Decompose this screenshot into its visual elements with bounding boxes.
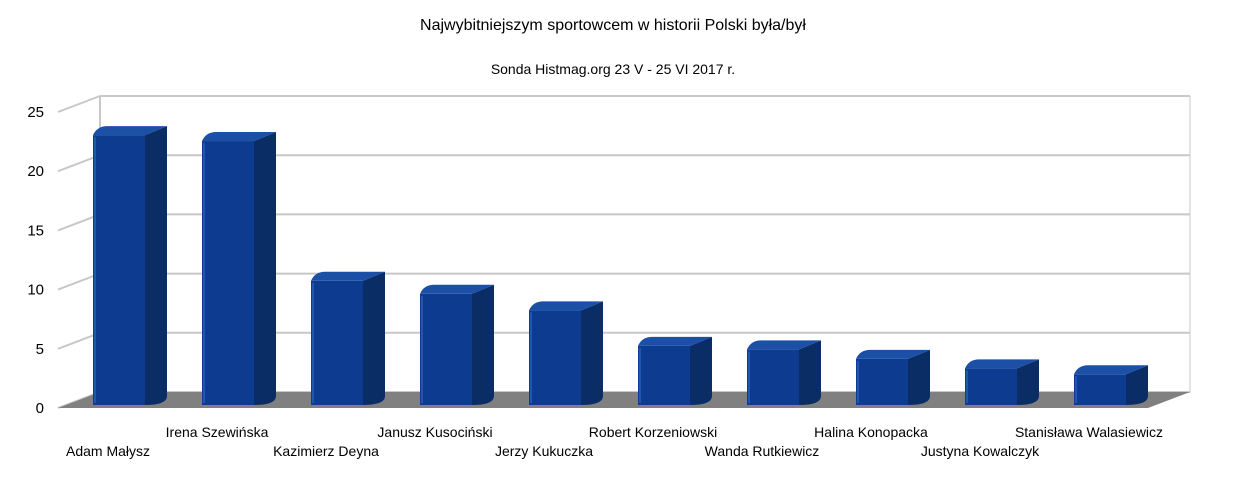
bar [529,301,603,405]
bars-layer [93,126,1148,406]
bar-front [856,358,908,405]
bar-front [965,368,1017,405]
bar [420,284,494,405]
bar-top [747,340,821,350]
y-tick-label: 10 [27,282,44,299]
bar-side [1126,365,1148,405]
bar-top [1074,365,1148,375]
bar-top [311,271,385,281]
x-category-label: Jerzy Kukuczka [495,443,593,459]
bar-side [799,340,821,405]
x-category-label: Adam Małysz [66,443,150,459]
x-category-label: Halina Konopacka [814,424,928,440]
x-category-label: Justyna Kowalczyk [921,443,1040,459]
bar-side [145,126,167,406]
bar-front [93,135,145,406]
bar-front [420,293,472,405]
y-tick-label: 20 [27,163,44,180]
gridline-depth [57,95,101,113]
y-tick-label: 15 [27,222,44,239]
x-category-label: Wanda Rutkiewicz [705,443,820,459]
bar-front [1074,374,1126,405]
bar [311,271,385,405]
bar [965,359,1039,405]
x-category-label: Janusz Kusociński [377,424,492,440]
bar-side [254,132,276,405]
bar-top [529,301,603,311]
x-category-label: Robert Korzeniowski [589,424,717,440]
bar-top [93,126,167,136]
bar-top [965,359,1039,369]
y-tick-label: 0 [36,400,44,417]
bar-front [529,310,581,405]
bar-front [638,345,690,405]
bar [1074,365,1148,405]
chart-subtitle: Sonda Histmag.org 23 V - 25 VI 2017 r. [491,61,735,77]
y-tick-label: 25 [27,104,44,121]
bar-side [908,349,930,405]
y-tick-label: 5 [36,341,44,358]
y-axis-ticks: 0 5 10 15 20 25 [27,104,44,417]
bar-front [747,349,799,405]
bar [638,336,712,405]
chart-title: Najwybitniejszym sportowcem w historii P… [420,17,806,34]
bar-side [1017,359,1039,405]
bar-side [581,301,603,405]
bar-top [638,336,712,346]
x-category-label: Kazimierz Deyna [273,443,379,459]
bar-front [311,280,363,405]
bar-side [363,271,385,405]
bar-top [856,349,930,359]
x-category-label: Stanisława Walasiewicz [1015,424,1163,440]
bar-front [202,141,254,405]
bar [202,132,276,405]
bar [856,349,930,405]
bar-top [420,284,494,294]
bar [747,340,821,405]
bar-top [202,132,276,142]
bar [93,126,167,406]
bar-side [472,284,494,405]
x-category-label: Irena Szewińska [166,424,269,440]
bar-side [690,336,712,405]
